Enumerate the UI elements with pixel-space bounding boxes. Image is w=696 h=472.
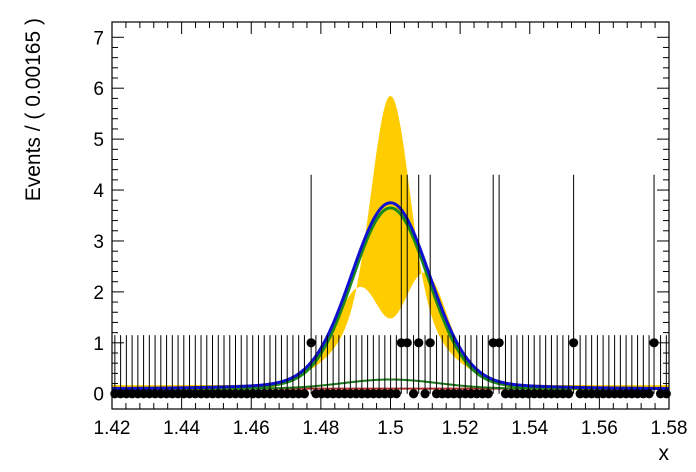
data-point-nonzero (414, 338, 424, 348)
data-point-nonzero (402, 338, 412, 348)
x-tick-label: 1.48 (302, 418, 339, 439)
data-point-nonzero (649, 338, 659, 348)
data-point-nonzero (494, 338, 504, 348)
axis-ticks-layer (111, 22, 670, 409)
y-tick-labels: 0 1 2 3 4 5 6 7 (93, 28, 104, 405)
x-tick-label: 1.42 (94, 418, 131, 439)
x-tick-label: 1.5 (377, 418, 403, 439)
total-fit-curve (111, 201, 670, 390)
data-point (408, 389, 419, 399)
data-point (391, 389, 401, 399)
y-tick-label: 0 (93, 385, 104, 406)
x-tick-labels: 1.42 1.44 1.46 1.48 1.5 1.52 1.54 1.56 1.58 (94, 418, 688, 439)
y-tick-label: 6 (93, 79, 104, 100)
y-tick-label: 1 (93, 334, 104, 355)
y-tick-label: 3 (93, 232, 104, 253)
y-axis-title: Events / ( 0.00165 ) (22, 18, 45, 201)
y-tick-label: 4 (93, 181, 104, 202)
x-tick-label: 1.56 (581, 418, 618, 439)
x-tick-label: 1.52 (442, 418, 479, 439)
data-point (420, 389, 430, 399)
data-point-nonzero (425, 338, 435, 348)
y-tick-label: 2 (93, 283, 104, 304)
data-point (564, 389, 574, 399)
y-tick-label: 5 (93, 130, 104, 151)
data-point (299, 389, 310, 399)
x-tick-label: 1.54 (511, 418, 548, 439)
data-point-nonzero (569, 338, 579, 348)
y-tick-label: 7 (93, 28, 104, 49)
data-points-layer (110, 338, 671, 399)
x-tick-label: 1.58 (651, 418, 688, 439)
data-point-nonzero (306, 338, 316, 348)
uncertainty-band-layer (112, 95, 669, 391)
uncertainty-band (112, 95, 669, 391)
x-tick-label: 1.44 (163, 418, 200, 439)
data-point (644, 389, 654, 399)
x-tick-label: 1.46 (233, 418, 270, 439)
data-point (483, 389, 493, 399)
x-axis-title: x (659, 442, 670, 465)
